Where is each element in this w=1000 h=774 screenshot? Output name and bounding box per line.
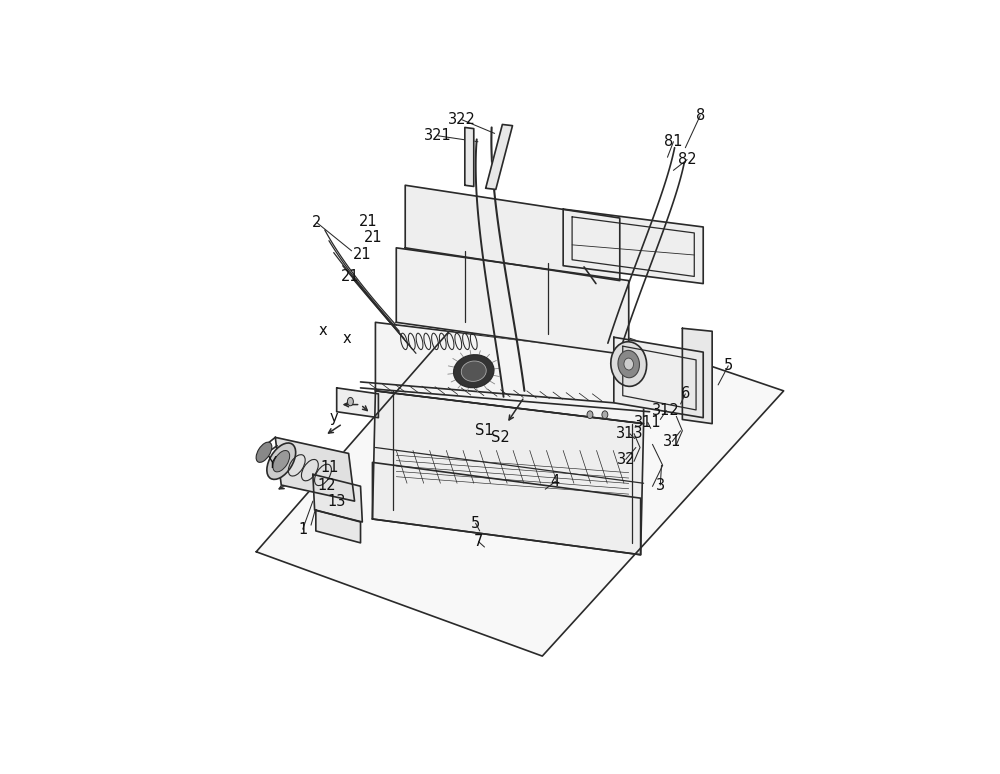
- Text: 13: 13: [327, 494, 346, 509]
- Ellipse shape: [454, 354, 494, 388]
- Polygon shape: [614, 337, 703, 418]
- Text: 5: 5: [471, 515, 480, 531]
- Polygon shape: [372, 462, 641, 555]
- Polygon shape: [316, 510, 361, 543]
- Text: 321: 321: [424, 128, 452, 143]
- Ellipse shape: [618, 351, 639, 378]
- Ellipse shape: [461, 361, 486, 382]
- Text: 81: 81: [664, 134, 683, 149]
- Text: 21: 21: [364, 230, 383, 245]
- Text: 32: 32: [616, 452, 635, 467]
- Polygon shape: [396, 248, 629, 355]
- Text: 313: 313: [616, 426, 644, 441]
- Text: x: x: [319, 323, 327, 337]
- Ellipse shape: [273, 450, 290, 472]
- Text: 11: 11: [320, 460, 339, 474]
- Polygon shape: [563, 209, 703, 283]
- Text: 7: 7: [474, 534, 483, 549]
- Text: x: x: [343, 331, 351, 346]
- Text: 4: 4: [551, 474, 560, 489]
- Text: 311: 311: [634, 415, 662, 430]
- Text: 322: 322: [448, 112, 476, 127]
- Ellipse shape: [611, 342, 647, 386]
- Text: S1: S1: [475, 423, 494, 438]
- Polygon shape: [486, 125, 512, 190]
- Ellipse shape: [587, 411, 593, 419]
- Ellipse shape: [256, 442, 272, 462]
- Ellipse shape: [602, 411, 608, 419]
- Polygon shape: [405, 185, 620, 281]
- Polygon shape: [256, 289, 784, 656]
- Polygon shape: [337, 388, 378, 418]
- Polygon shape: [375, 322, 644, 423]
- Ellipse shape: [624, 358, 633, 370]
- Text: 31: 31: [663, 434, 681, 449]
- Text: S2: S2: [491, 430, 510, 445]
- Text: 21: 21: [341, 269, 360, 284]
- Text: 21: 21: [353, 248, 372, 262]
- Text: y: y: [329, 410, 338, 425]
- Text: 12: 12: [317, 478, 336, 492]
- Polygon shape: [465, 128, 474, 187]
- Polygon shape: [313, 474, 362, 522]
- Text: 6: 6: [681, 386, 690, 402]
- Polygon shape: [275, 437, 355, 501]
- Text: Y: Y: [267, 456, 276, 471]
- Text: 5: 5: [724, 358, 733, 373]
- Text: 312: 312: [652, 403, 680, 418]
- Text: 82: 82: [678, 152, 696, 167]
- Text: 1: 1: [298, 522, 307, 536]
- Text: 2: 2: [312, 215, 322, 231]
- Polygon shape: [372, 391, 644, 555]
- Polygon shape: [682, 328, 712, 423]
- Ellipse shape: [267, 443, 296, 479]
- Text: 21: 21: [359, 214, 378, 228]
- Text: 3: 3: [656, 478, 665, 492]
- Text: 8: 8: [696, 108, 705, 123]
- Ellipse shape: [347, 397, 353, 406]
